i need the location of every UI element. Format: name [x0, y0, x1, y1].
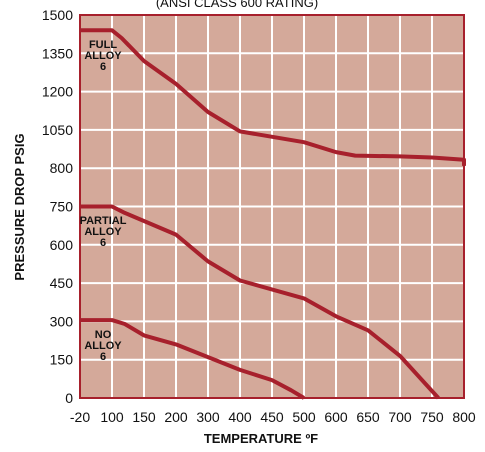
curve-label-0-line-1: ALLOY: [84, 50, 122, 62]
series-line-2: [80, 318, 306, 400]
x-tick-label: 100: [100, 409, 124, 425]
x-tick-label: 400: [228, 409, 252, 425]
y-tick-label: 800: [50, 160, 74, 176]
y-tick-label: 1050: [42, 122, 73, 138]
x-axis-ticks: -20 100 150 200 300 400 450 500 600 650 700 750 800: [70, 409, 476, 425]
curve-label-0-line-2: 6: [100, 61, 106, 73]
x-tick-label: 650: [356, 409, 380, 425]
y-tick-label: 600: [50, 237, 74, 253]
y-tick-label: 1350: [42, 45, 73, 61]
curve-label-1-line-0: PARTIAL: [80, 215, 127, 227]
y-tick-label: 1500: [42, 7, 73, 23]
x-tick-label: 750: [420, 409, 444, 425]
y-tick-label: 0: [65, 390, 73, 406]
y-tick-label: 750: [50, 199, 74, 215]
x-tick-label: -20: [70, 409, 90, 425]
x-axis-title: TEMPERATURE ºF: [204, 431, 318, 446]
y-tick-label: 450: [50, 275, 74, 291]
x-tick-label: 150: [132, 409, 156, 425]
y-tick-label: 150: [50, 352, 74, 368]
curve-label-1-line-1: ALLOY: [84, 226, 122, 238]
x-tick-label: 600: [324, 409, 348, 425]
curve-label-1-line-2: 6: [100, 237, 106, 249]
x-tick-label: 700: [388, 409, 412, 425]
curve-label-2-line-0: NO: [95, 329, 112, 341]
y-tick-label: 1200: [42, 84, 73, 100]
x-tick-label: 300: [196, 409, 220, 425]
gridlines: [80, 15, 464, 398]
plot-frame: [79, 14, 465, 399]
y-tick-label: 300: [50, 313, 74, 329]
x-tick-label: 500: [292, 409, 316, 425]
y-axis-ticks: 0 150 300 450 600 750 800 1050 1200 1350 1500: [42, 7, 73, 406]
series-line-1: [80, 204, 440, 400]
curve-label-2-line-1: ALLOY: [84, 340, 122, 352]
curve-label-0-line-0: FULL: [89, 39, 117, 51]
x-tick-label: 450: [260, 409, 284, 425]
x-tick-label: 800: [452, 409, 476, 425]
y-axis-title: PRESSURE DROP PSIG: [12, 133, 27, 280]
chart-title: (ANSI CLASS 600 RATING): [156, 0, 318, 10]
x-tick-label: 200: [164, 409, 188, 425]
curve-label-2-line-2: 6: [100, 351, 106, 363]
